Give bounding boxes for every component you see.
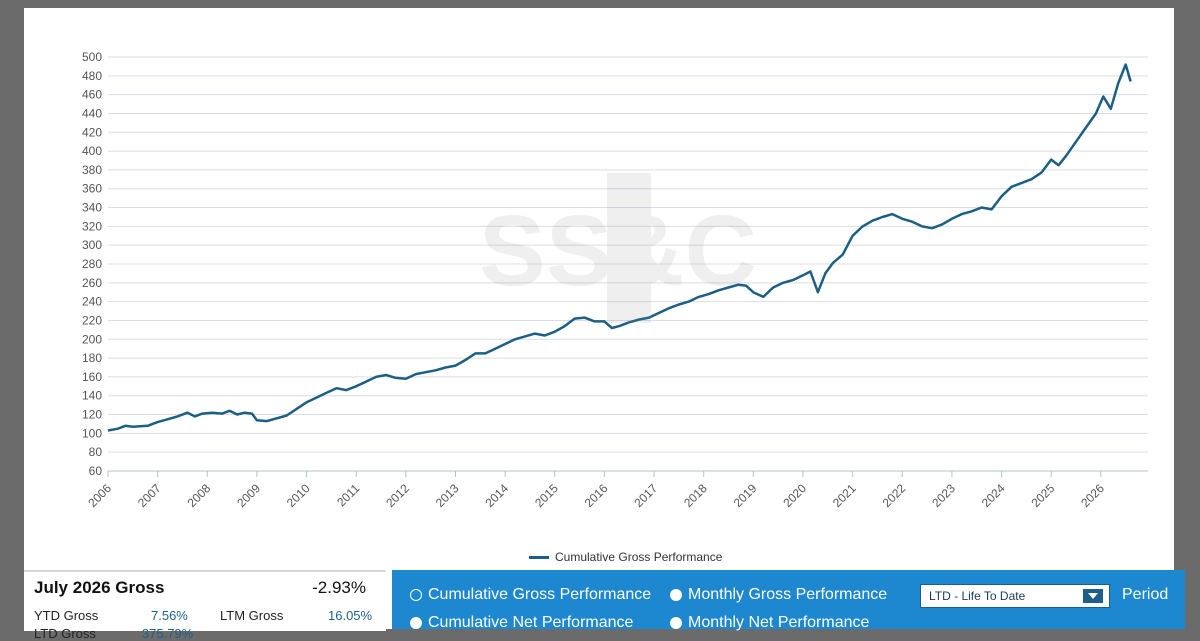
x-tick-label: 2007 <box>135 481 164 510</box>
x-axis-ticks: 2006 2007 2008 2009 2010 2011 2012 2013 2014 2015… <box>85 471 1107 510</box>
stats-title: July 2026 Gross <box>34 578 165 597</box>
x-tick-label: 2022 <box>880 481 909 510</box>
y-tick-label: 460 <box>82 88 102 102</box>
radio-monthly-net[interactable]: Monthly Net Performance <box>670 614 869 632</box>
ytd-stat: YTD Gross 7.56% <box>34 608 188 623</box>
radio-button-icon[interactable] <box>410 589 422 601</box>
chart-panel: 60 80 100 120 140 160 180 200 220 240 260 280 300 320… <box>24 8 1174 629</box>
x-tick-label: 2008 <box>185 481 214 510</box>
x-tick-label: 2023 <box>929 481 958 510</box>
stats-panel: July 2026 Gross -2.93% YTD Gross 7.56% L… <box>24 570 386 641</box>
x-tick-label: 2025 <box>1029 481 1058 510</box>
radio-cumulative-gross[interactable]: Cumulative Gross Performance <box>410 586 651 604</box>
chevron-down-icon[interactable] <box>1083 589 1103 603</box>
period-label: Period <box>1122 586 1169 603</box>
x-tick-label: 2015 <box>532 481 561 510</box>
y-tick-label: 160 <box>82 370 102 384</box>
radio-label: Monthly Gross Performance <box>688 586 888 603</box>
x-tick-label: 2011 <box>334 481 362 509</box>
x-tick-label: 2013 <box>433 481 462 510</box>
y-tick-label: 340 <box>82 201 102 215</box>
radio-button-icon[interactable] <box>410 617 422 629</box>
radio-label: Cumulative Net Performance <box>428 614 634 631</box>
y-tick-label: 200 <box>82 332 102 346</box>
x-tick-label: 2019 <box>731 481 760 510</box>
y-tick-label: 180 <box>82 351 102 365</box>
y-tick-label: 80 <box>89 445 103 459</box>
y-tick-label: 440 <box>82 106 102 120</box>
radio-button-icon[interactable] <box>670 589 682 601</box>
y-tick-label: 500 <box>82 50 102 64</box>
y-tick-label: 360 <box>82 182 102 196</box>
radio-button-icon[interactable] <box>670 617 682 629</box>
x-tick-label: 2018 <box>681 481 710 510</box>
x-tick-label: 2020 <box>780 481 809 510</box>
ltd-stat: LTD Gross 375.79% <box>34 626 193 641</box>
y-axis-ticks: 60 80 100 120 140 160 180 200 220 240 260 280 300 320… <box>82 50 102 478</box>
y-tick-label: 120 <box>82 408 102 422</box>
radio-label: Cumulative Gross Performance <box>428 586 652 603</box>
stats-month-return: -2.93% <box>312 578 366 597</box>
ltd-value: 375.79% <box>141 626 194 641</box>
radio-monthly-gross[interactable]: Monthly Gross Performance <box>670 586 887 604</box>
series-line-cumulative-gross <box>107 63 1132 432</box>
y-tick-label: 220 <box>82 313 102 327</box>
chart-legend: Cumulative Gross Performance <box>529 550 722 564</box>
x-tick-label: 2021 <box>830 481 859 510</box>
y-tick-label: 320 <box>82 219 102 233</box>
ytd-label: YTD Gross <box>34 608 99 623</box>
y-tick-label: 400 <box>82 144 102 158</box>
x-tick-label: 2012 <box>383 481 412 510</box>
y-tick-label: 240 <box>82 295 102 309</box>
y-tick-label: 100 <box>82 426 102 440</box>
x-tick-label: 2016 <box>582 481 611 510</box>
x-tick-label: 2017 <box>631 481 660 510</box>
period-select[interactable]: LTD - Life To Date <box>920 584 1110 608</box>
performance-chart: 60 80 100 120 140 160 180 200 220 240 260 280 300 320… <box>82 50 1148 510</box>
y-tick-label: 420 <box>82 125 102 139</box>
ltm-value: 16.05% <box>328 608 373 623</box>
legend-label: Cumulative Gross Performance <box>555 550 723 564</box>
grid-lines <box>108 56 1148 472</box>
x-tick-label: 2026 <box>1078 481 1107 510</box>
x-tick-label: 2009 <box>234 481 263 510</box>
y-tick-label: 280 <box>82 257 102 271</box>
y-tick-label: 140 <box>82 389 102 403</box>
radio-label: Monthly Net Performance <box>688 614 870 631</box>
x-tick-label: 2006 <box>85 481 114 510</box>
x-tick-label: 2014 <box>482 481 511 510</box>
y-tick-label: 260 <box>82 276 102 290</box>
y-tick-label: 380 <box>82 163 102 177</box>
ltm-label: LTM Gross <box>220 608 284 623</box>
ytd-value: 7.56% <box>151 608 188 623</box>
legend-swatch <box>529 555 549 559</box>
radio-cumulative-net[interactable]: Cumulative Net Performance <box>410 614 633 632</box>
y-tick-label: 60 <box>89 464 103 478</box>
ltd-label: LTD Gross <box>34 626 96 641</box>
period-select-value: LTD - Life To Date <box>929 589 1026 603</box>
series-layer <box>107 63 1132 432</box>
x-tick-label: 2010 <box>284 481 313 510</box>
chart-controls: Cumulative Gross Performance Monthly Gro… <box>392 570 1185 632</box>
y-tick-label: 480 <box>82 69 102 83</box>
x-tick-label: 2024 <box>979 481 1008 510</box>
ltm-stat: LTM Gross 16.05% <box>220 608 372 623</box>
y-tick-label: 300 <box>82 238 102 252</box>
